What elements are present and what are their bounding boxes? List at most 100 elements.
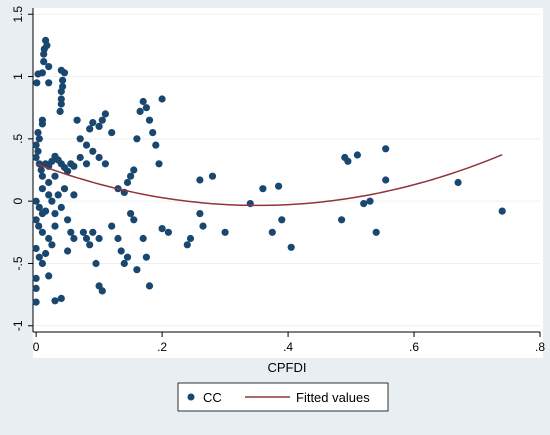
scatter-point (33, 79, 41, 87)
scatter-point (152, 141, 160, 149)
scatter-point (73, 116, 81, 124)
scatter-point (38, 185, 47, 193)
scatter-point (287, 243, 295, 251)
scatter-point (208, 172, 217, 180)
scatter-point (45, 234, 53, 243)
scatter-point (136, 107, 144, 115)
x-tick-label: .2 (157, 340, 167, 354)
scatter-point (360, 200, 368, 208)
scatter-point (70, 191, 78, 199)
scatter-point (98, 287, 106, 295)
scatter-point (38, 120, 47, 128)
legend-label-cc: CC (203, 390, 222, 405)
scatter-point (275, 182, 283, 190)
scatter-point (95, 234, 103, 243)
scatter-point (34, 147, 42, 155)
y-tick-label: -.5 (11, 256, 25, 270)
scatter-point (57, 100, 65, 108)
scatter-point (54, 191, 62, 199)
scatter-point (139, 234, 147, 243)
scatter-point (59, 76, 67, 84)
scatter-point (278, 216, 286, 224)
scatter-point (130, 166, 138, 174)
scatter-point (133, 135, 141, 143)
scatter-point (48, 197, 56, 205)
scatter-point (86, 241, 94, 249)
scatter-point (35, 135, 43, 143)
scatter-point (64, 216, 72, 224)
scatter-point (57, 294, 65, 302)
scatter-point (498, 207, 506, 215)
scatter-point (353, 151, 361, 159)
y-tick-label: .5 (11, 134, 25, 144)
scatter-point (60, 69, 69, 77)
scatter-point (183, 241, 191, 249)
plot-area (33, 8, 543, 358)
scatter-point (142, 253, 150, 261)
scatter-point (145, 116, 154, 124)
scatter-point (366, 197, 374, 205)
scatter-point (32, 153, 40, 162)
scatter-point (382, 176, 390, 184)
scatter-point (268, 228, 276, 236)
legend-marker-cc (187, 393, 195, 401)
scatter-point (32, 284, 40, 292)
y-tick-label: -1 (11, 320, 25, 331)
x-ticks: 0 .2 .4 .6 .8 (33, 332, 545, 354)
fitted-values-line (35, 154, 503, 207)
scatter-point (45, 191, 53, 199)
scatter-point (79, 228, 87, 236)
scatter-point (38, 259, 47, 268)
scatter-point (155, 160, 163, 168)
scatter-point (108, 129, 116, 137)
scatter-point (114, 234, 122, 243)
scatter-point (76, 135, 84, 143)
scatter-point (76, 153, 84, 162)
x-tick-label: .4 (283, 340, 293, 354)
scatter-point (45, 79, 53, 87)
scatter-point (82, 160, 91, 168)
scatter-point (67, 228, 75, 236)
scatter-point (127, 172, 135, 180)
scatter-point (82, 234, 91, 243)
scatter-point (64, 167, 72, 175)
scatter-point (92, 259, 100, 268)
scatter-point (158, 95, 166, 103)
y-tick-label: 0 (11, 197, 25, 204)
scatter-point (101, 160, 109, 168)
scatter-point (57, 87, 65, 96)
scatter-point (40, 58, 48, 66)
legend: CC Fitted values (177, 382, 389, 412)
scatter-point (454, 178, 462, 187)
scatter-point (89, 228, 97, 236)
scatter-point (89, 119, 97, 127)
scatter-point (48, 241, 56, 249)
scatter-point (35, 253, 43, 261)
scatter-point (57, 95, 65, 103)
scatter-point (89, 147, 97, 155)
scatter-point (199, 222, 207, 230)
scatter-point (158, 225, 166, 233)
scatter-point (186, 234, 195, 243)
scatter-point (123, 178, 132, 187)
scatter-point (32, 298, 40, 306)
scatter-point (32, 141, 40, 149)
scatter-point (42, 207, 50, 215)
scatter-point (145, 282, 154, 290)
scatter-point (108, 222, 116, 230)
scatter-point (123, 253, 132, 261)
y-ticks: 1.51.50-.5-1 (11, 6, 33, 331)
scatter-point (45, 63, 53, 71)
scatter-point (38, 69, 47, 77)
scatter-point (82, 141, 91, 149)
scatter-point (32, 197, 40, 205)
y-tick-label: 1.5 (11, 6, 25, 23)
scatter-point (40, 50, 48, 58)
scatter-point (34, 129, 42, 137)
x-tick-label: 0 (33, 340, 40, 354)
scatter-point (35, 203, 43, 211)
scatter-point (35, 222, 43, 230)
scatter-point (51, 297, 59, 305)
scatter-point (221, 228, 229, 236)
grid-lines (33, 13, 540, 327)
